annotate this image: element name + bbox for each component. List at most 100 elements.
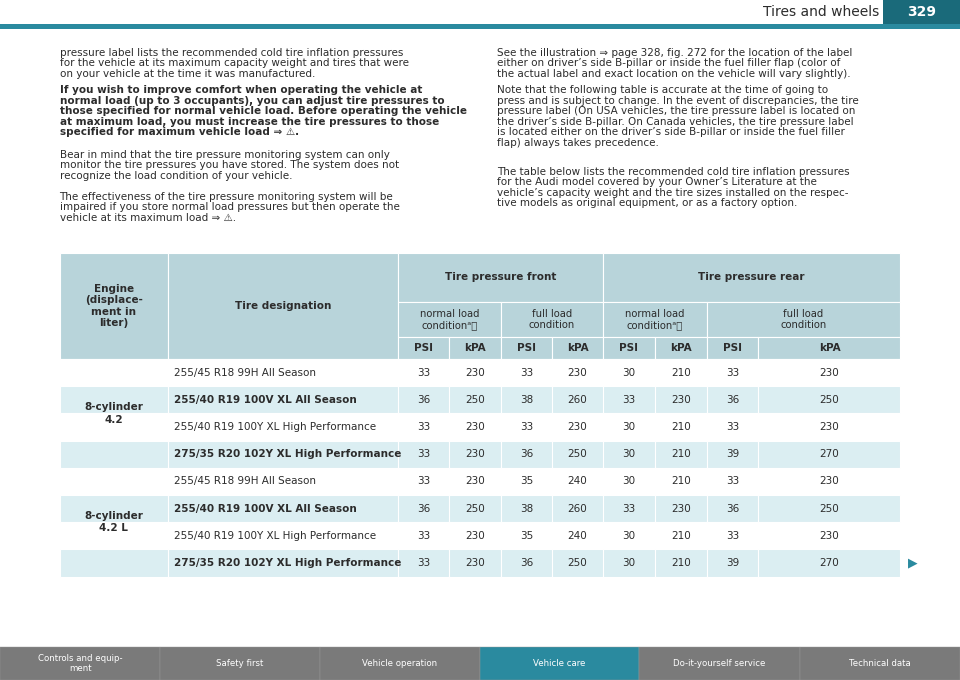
- Text: Tires and wheels: Tires and wheels: [763, 5, 879, 19]
- Bar: [552, 495, 603, 522]
- Text: 210: 210: [671, 368, 690, 377]
- Text: Tire pressure rear: Tire pressure rear: [699, 273, 804, 282]
- Text: PSI: PSI: [517, 343, 536, 353]
- Bar: [707, 549, 758, 577]
- Bar: [800, 647, 960, 680]
- Bar: [449, 441, 501, 468]
- Text: 8-cylinder
4.2 L: 8-cylinder 4.2 L: [84, 511, 143, 533]
- Text: at maximum load, you must increase the tire pressures to those: at maximum load, you must increase the t…: [60, 116, 439, 126]
- Bar: [449, 549, 501, 577]
- Text: Do-it-yourself service: Do-it-yourself service: [673, 659, 766, 668]
- Bar: [552, 413, 603, 441]
- Text: kPA: kPA: [670, 343, 691, 353]
- Bar: [707, 441, 758, 468]
- Text: 33: 33: [622, 504, 636, 513]
- Text: 33: 33: [520, 422, 533, 432]
- Text: If you wish to improve comfort when operating the vehicle at: If you wish to improve comfort when oper…: [60, 85, 421, 95]
- Text: 30: 30: [622, 558, 636, 568]
- Text: 230: 230: [820, 531, 839, 541]
- Text: 230: 230: [466, 531, 485, 541]
- Bar: [168, 495, 398, 522]
- Text: 38: 38: [520, 504, 533, 513]
- Bar: [655, 413, 707, 441]
- Text: 275/35 R20 102Y XL High Performance: 275/35 R20 102Y XL High Performance: [174, 558, 401, 568]
- Text: kPA: kPA: [819, 343, 840, 353]
- Bar: [603, 441, 655, 468]
- Text: the actual label and exact location on the vehicle will vary slightly).: the actual label and exact location on t…: [497, 69, 851, 79]
- Text: specified for maximum vehicle load ⇒ ⚠.: specified for maximum vehicle load ⇒ ⚠.: [60, 127, 299, 137]
- Text: 210: 210: [671, 531, 690, 541]
- Bar: [168, 522, 398, 549]
- Text: 250: 250: [567, 558, 588, 568]
- Bar: [758, 359, 900, 386]
- Text: kPA: kPA: [465, 343, 486, 353]
- Text: 36: 36: [726, 504, 739, 513]
- Text: 250: 250: [820, 395, 839, 405]
- Text: normal load
conditionᵃ⧉: normal load conditionᵃ⧉: [420, 309, 479, 330]
- Text: recognize the load condition of your vehicle.: recognize the load condition of your veh…: [60, 171, 292, 181]
- Text: 30: 30: [622, 422, 636, 432]
- Text: 36: 36: [520, 558, 533, 568]
- Bar: [60, 549, 168, 577]
- Text: 230: 230: [567, 422, 588, 432]
- Text: 30: 30: [622, 368, 636, 377]
- Text: is located either on the driver’s side B-pillar or inside the fuel filler: is located either on the driver’s side B…: [497, 127, 845, 137]
- Bar: [160, 647, 320, 680]
- Bar: [603, 359, 655, 386]
- Text: 33: 33: [726, 477, 739, 486]
- Bar: [707, 302, 900, 337]
- Bar: [603, 253, 900, 302]
- Bar: [398, 337, 449, 359]
- Bar: [449, 468, 501, 495]
- Bar: [758, 337, 900, 359]
- Text: impaired if you store normal load pressures but then operate the: impaired if you store normal load pressu…: [60, 203, 399, 212]
- Bar: [552, 522, 603, 549]
- Bar: [398, 302, 501, 337]
- Bar: [603, 386, 655, 413]
- Text: 255/40 R19 100V XL All Season: 255/40 R19 100V XL All Season: [174, 504, 356, 513]
- Bar: [398, 359, 449, 386]
- Text: Tire pressure front: Tire pressure front: [444, 273, 557, 282]
- Bar: [501, 386, 552, 413]
- Bar: [449, 413, 501, 441]
- Text: the driver’s side B-pillar. On Canada vehicles, the tire pressure label: the driver’s side B-pillar. On Canada ve…: [497, 116, 853, 126]
- Text: 210: 210: [671, 449, 690, 459]
- Text: 33: 33: [622, 395, 636, 405]
- Text: 255/45 R18 99H All Season: 255/45 R18 99H All Season: [174, 477, 316, 486]
- Bar: [655, 549, 707, 577]
- Bar: [758, 468, 900, 495]
- Bar: [707, 337, 758, 359]
- Text: PSI: PSI: [619, 343, 638, 353]
- Bar: [168, 468, 398, 495]
- Bar: [501, 302, 603, 337]
- Bar: [168, 413, 398, 441]
- Bar: [639, 647, 800, 680]
- Bar: [603, 337, 655, 359]
- Bar: [552, 337, 603, 359]
- Bar: [655, 359, 707, 386]
- Bar: [480, 647, 639, 680]
- Bar: [758, 522, 900, 549]
- Text: 30: 30: [622, 477, 636, 486]
- Bar: [501, 441, 552, 468]
- Bar: [655, 337, 707, 359]
- Bar: [168, 253, 398, 359]
- Bar: [758, 495, 900, 522]
- Text: 39: 39: [726, 449, 739, 459]
- Text: for the vehicle at its maximum capacity weight and tires that were: for the vehicle at its maximum capacity …: [60, 58, 409, 68]
- Bar: [449, 386, 501, 413]
- Bar: [398, 495, 449, 522]
- Bar: [758, 549, 900, 577]
- Text: 35: 35: [520, 531, 533, 541]
- Text: normal load (up to 3 occupants), you can adjust tire pressures to: normal load (up to 3 occupants), you can…: [60, 95, 444, 105]
- Text: monitor the tire pressures you have stored. The system does not: monitor the tire pressures you have stor…: [60, 160, 398, 170]
- Text: Vehicle operation: Vehicle operation: [362, 659, 438, 668]
- Text: 255/40 R19 100Y XL High Performance: 255/40 R19 100Y XL High Performance: [174, 531, 376, 541]
- Bar: [501, 468, 552, 495]
- Text: 30: 30: [622, 531, 636, 541]
- Bar: [60, 253, 168, 359]
- Text: 36: 36: [418, 504, 430, 513]
- Bar: [398, 468, 449, 495]
- Text: 230: 230: [567, 368, 588, 377]
- Bar: [707, 468, 758, 495]
